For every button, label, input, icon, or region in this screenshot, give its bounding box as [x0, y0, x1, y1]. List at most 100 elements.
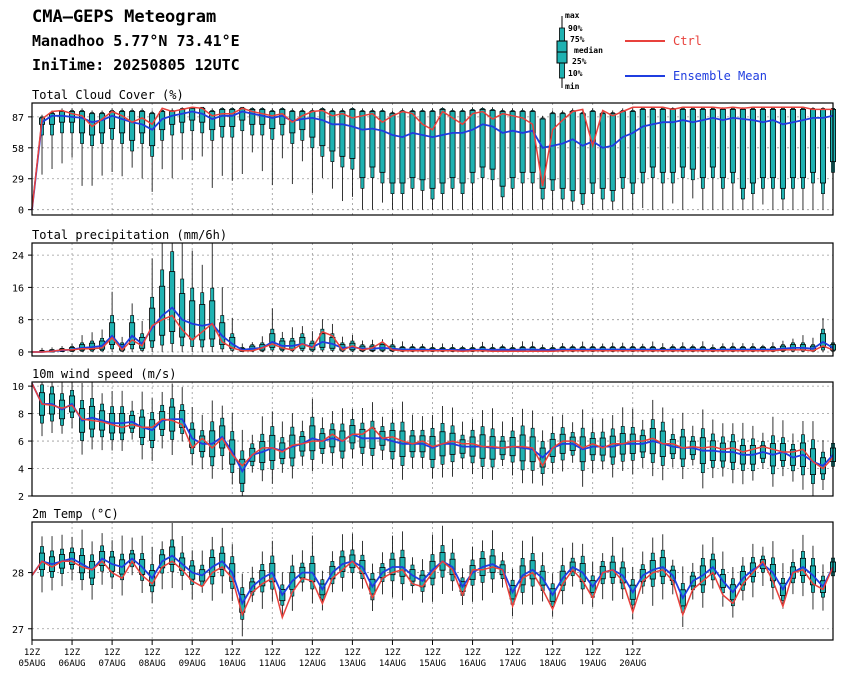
- panel-title: 2m Temp (°C): [32, 507, 119, 521]
- y-tick-label: 27: [12, 625, 24, 636]
- x-tick-hour: 12Z: [545, 648, 562, 658]
- panel-title: 10m wind speed (m/s): [32, 367, 177, 381]
- y-tick-label: 87: [12, 113, 24, 124]
- box-inner: [399, 111, 406, 184]
- y-tick-label: 2: [18, 492, 24, 503]
- panel-frame: [31, 102, 834, 216]
- box-inner: [299, 111, 306, 131]
- box-inner: [579, 113, 586, 195]
- box-inner: [449, 111, 456, 179]
- box-inner: [249, 109, 256, 125]
- box-inner: [79, 111, 86, 134]
- box-inner: [139, 111, 146, 134]
- box-inner: [199, 304, 206, 341]
- legend-box-label: 25%: [572, 57, 587, 66]
- box-inner: [479, 109, 486, 168]
- panel-4: 2m Temp (°C) 27 28: [12, 507, 837, 641]
- y-tick-label: 6: [18, 437, 24, 448]
- box-inner: [649, 109, 656, 168]
- panel-1: Total Cloud Cover (%) 0 29 58 87: [12, 88, 837, 217]
- legend-box-label: max: [565, 11, 580, 20]
- x-tick-date: 09AUG: [179, 659, 206, 669]
- legend: max 90% 75%median 25% 10% min Ctrl Ensemble Mea…: [556, 11, 767, 91]
- x-tick-date: 14AUG: [379, 659, 406, 669]
- panel-frame: [31, 242, 834, 357]
- x-tick-hour: 12Z: [304, 648, 321, 658]
- box-inner: [659, 109, 666, 173]
- y-tick-label: 8: [18, 410, 24, 421]
- box-inner: [509, 111, 516, 179]
- box-inner: [219, 109, 226, 127]
- legend-box-label: 10%: [568, 69, 583, 78]
- box-inner: [369, 111, 376, 168]
- x-tick-date: 11AUG: [259, 659, 286, 669]
- legend-box-label: 75%: [570, 35, 585, 44]
- x-tick-date: 13AUG: [339, 659, 366, 669]
- legend-box-label: 90%: [568, 24, 583, 33]
- box-inner: [489, 110, 496, 170]
- box-inner: [109, 111, 116, 129]
- box-inner: [159, 285, 166, 336]
- x-tick-date: 07AUG: [99, 659, 126, 669]
- x-tick-date: 10AUG: [219, 659, 246, 669]
- x-tick-hour: 12Z: [625, 648, 642, 658]
- x-tick-date: 15AUG: [419, 659, 446, 669]
- box-inner: [669, 109, 676, 173]
- y-tick-label: 10: [12, 382, 24, 393]
- y-tick-label: 0: [18, 206, 24, 217]
- box-inner: [729, 109, 736, 173]
- box-inner: [799, 109, 806, 179]
- y-tick-label: 24: [12, 251, 24, 262]
- box-inner: [439, 109, 446, 184]
- box-inner: [169, 271, 176, 332]
- y-tick-label: 4: [18, 465, 24, 476]
- box-inner: [99, 113, 106, 134]
- box-inner: [599, 113, 606, 189]
- x-tick-date: 19AUG: [579, 659, 606, 669]
- ctrl-line: [31, 559, 834, 620]
- box-inner: [769, 109, 776, 179]
- box-inner: [349, 109, 356, 159]
- meteogram-title: CMA—GEPS Meteogram: [32, 7, 216, 27]
- box-inner: [819, 109, 826, 184]
- x-tick-hour: 12Z: [585, 648, 602, 658]
- box-inner: [529, 111, 536, 173]
- box-inner: [299, 336, 306, 349]
- x-tick-hour: 12Z: [144, 648, 161, 658]
- station-location: Manadhoo 5.77°N 73.41°E: [32, 32, 240, 50]
- x-tick-hour: 12Z: [344, 648, 361, 658]
- legend-box-label: median: [574, 45, 603, 55]
- ctrl-line: [31, 106, 833, 210]
- x-tick-hour: 12Z: [224, 648, 241, 658]
- box-inner: [459, 111, 466, 184]
- y-tick-label: 16: [12, 283, 24, 294]
- box-inner: [229, 109, 236, 127]
- box-inner: [209, 111, 216, 131]
- box-inner: [639, 109, 646, 173]
- legend-box-label: min: [565, 81, 580, 91]
- x-tick-hour: 12Z: [504, 648, 521, 658]
- box-inner: [109, 322, 116, 345]
- box-inner: [409, 111, 416, 179]
- box-inner: [559, 113, 566, 189]
- box-inner: [189, 107, 196, 121]
- box-inner: [539, 118, 546, 189]
- box-inner: [679, 109, 686, 168]
- panel-frame: [31, 381, 834, 497]
- x-tick-hour: 12Z: [464, 648, 481, 658]
- legend-ctrl-label: Ctrl: [673, 34, 702, 48]
- panel-2: Total precipitation (mm/6h) 0 8 16 24: [12, 228, 837, 359]
- x-tick-date: 17AUG: [499, 659, 526, 669]
- x-tick-date: 18AUG: [539, 659, 566, 669]
- x-tick-date: 06AUG: [59, 659, 86, 669]
- x-tick-hour: 12Z: [104, 648, 121, 658]
- box-inner: [189, 300, 196, 340]
- box-inner: [819, 333, 826, 348]
- box-inner: [169, 111, 176, 125]
- box-inner: [319, 109, 326, 147]
- panels: Total Cloud Cover (%) 0 29 58 87 Total precip…: [12, 88, 837, 641]
- box-inner: [629, 111, 636, 184]
- box-inner: [789, 109, 796, 179]
- box-inner: [759, 109, 766, 179]
